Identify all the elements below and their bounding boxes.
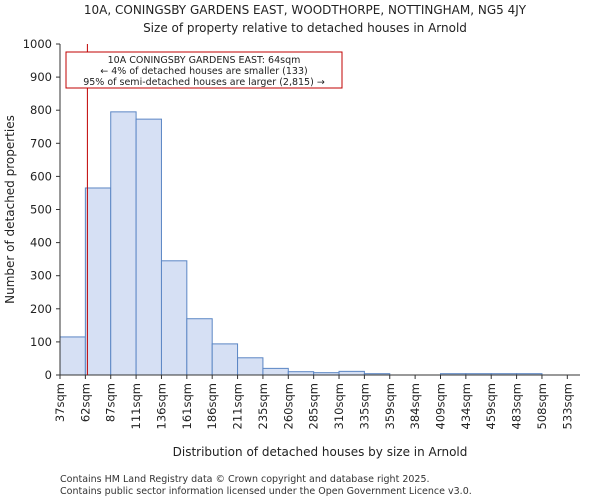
y-tick-label: 100 [30,335,52,349]
x-tick-label: 37sqm [53,383,67,422]
x-tick-label: 285sqm [307,383,321,429]
x-tick-label: 136sqm [154,383,168,429]
bar-235sqm [262,367,289,376]
x-tick-label: 260sqm [281,383,295,429]
y-tick-label: 400 [30,236,52,250]
x-tick-label: 483sqm [510,383,524,429]
footer-copyright: Contains HM Land Registry data © Crown c… [60,474,430,485]
bar-111sqm [135,118,162,376]
x-tick-label: 211sqm [231,383,245,429]
y-tick-label: 200 [30,302,52,316]
x-tick-label: 459sqm [484,383,498,429]
footer-licence: Contains public sector information licen… [60,486,472,497]
x-tick-label: 359sqm [383,383,397,429]
y-tick-label: 600 [30,169,52,183]
annotation-line: 10A CONINGSBY GARDENS EAST: 64sqm [108,55,301,66]
x-tick-label: 508sqm [535,383,549,429]
x-tick-label: 235sqm [256,383,270,429]
y-tick-label: 700 [30,136,52,150]
chart-subtitle: Size of property relative to detached ho… [143,21,467,35]
y-tick-label: 300 [30,269,52,283]
y-tick-label: 900 [30,70,52,84]
bar-211sqm [237,357,264,376]
chart-title: 10A, CONINGSBY GARDENS EAST, WOODTHORPE,… [84,3,527,17]
x-tick-label: 161sqm [180,383,194,429]
bar-310sqm [338,370,365,376]
y-tick-label: 1000 [23,37,52,51]
bar-62sqm [84,187,112,376]
y-axis-label: Number of detached properties [3,115,17,304]
x-axis-label: Distribution of detached houses by size … [173,445,468,459]
bar-87sqm [110,111,137,376]
x-tick-label: 409sqm [433,383,447,429]
x-tick-label: 533sqm [560,383,574,429]
bar-161sqm [186,318,213,376]
x-tick-label: 186sqm [205,383,219,429]
x-tick-label: 335sqm [357,383,371,429]
x-tick-label: 310sqm [332,383,346,429]
y-tick-label: 500 [30,203,52,217]
plot-area: 0 100 200 300 400 500 600 700 800 900 1000 37sqm 62s… [23,37,580,429]
x-tick-label: 87sqm [104,383,118,422]
x-tick-label: 62sqm [78,383,92,422]
bar-37sqm [59,336,86,376]
annotation-line: 95% of semi-detached houses are larger (… [83,77,325,88]
x-tick-label: 384sqm [408,383,422,429]
x-tick-label: 111sqm [129,383,143,429]
bar-186sqm [211,343,239,376]
y-tick-label: 0 [45,368,52,382]
bar-136sqm [160,260,188,376]
y-tick-label: 800 [30,103,52,117]
annotation-line: ← 4% of detached houses are smaller (133… [100,66,307,77]
annotation-box [65,51,343,89]
x-tick-label: 434sqm [459,383,473,429]
